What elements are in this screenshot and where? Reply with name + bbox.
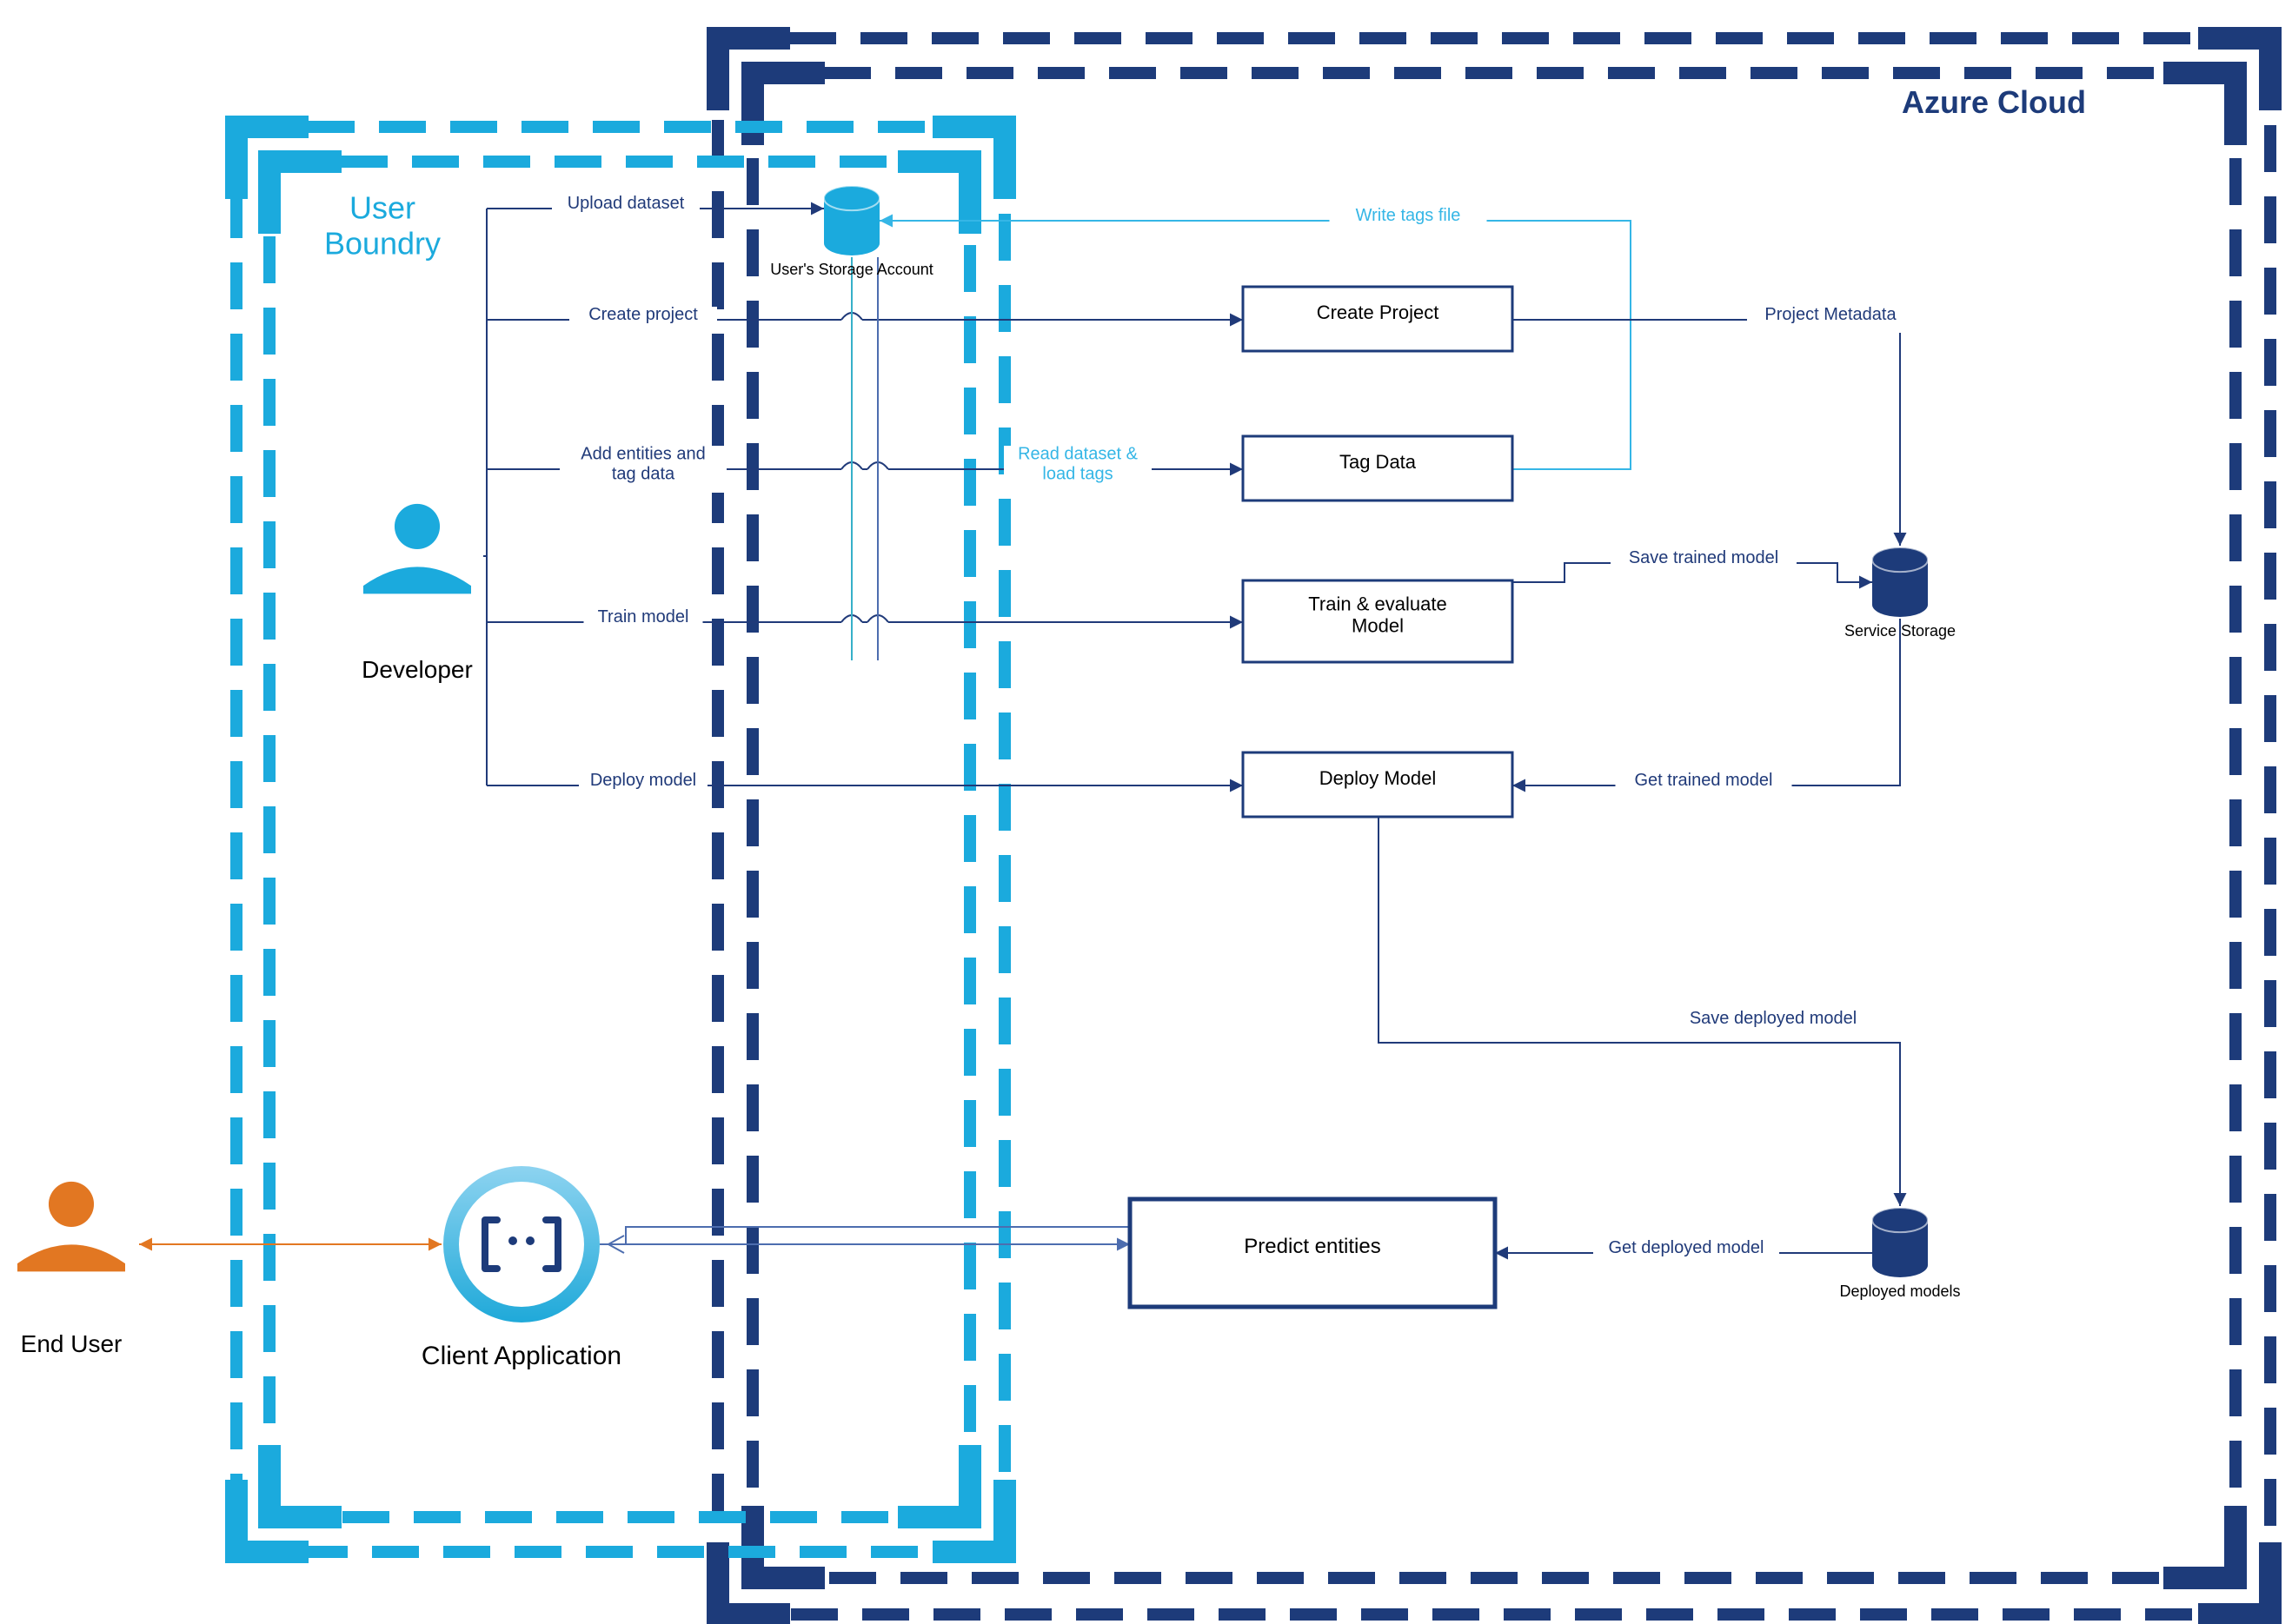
process-label-deployModel: Deploy Model — [1319, 767, 1437, 789]
edge-label-saveDeployed: Save deployed model — [1690, 1009, 1857, 1028]
azure-cloud-title: Azure Cloud — [1902, 84, 2086, 120]
edge-label-createProject: Create project — [588, 305, 698, 324]
service-storage-icon-label: Service Storage — [1844, 622, 1956, 640]
edge-getTrained: Get trained model — [1512, 619, 1900, 799]
developer-actor-icon-label: Developer — [362, 656, 473, 683]
edge-addEntities: Add entities andtag dataRead dataset &lo… — [487, 445, 1243, 494]
edge-label-getDeployed: Get deployed model — [1608, 1238, 1764, 1257]
edge-clientResp — [608, 1227, 1130, 1253]
edge-label-deployModel: Deploy model — [590, 771, 696, 790]
edge-label-saveTrained: Save trained model — [1629, 548, 1778, 567]
edge-label-projectMetadata: Project Metadata — [1764, 305, 1897, 324]
edge-saveTrained: Save trained model — [1512, 548, 1872, 582]
edge-deployModel: Deploy model — [487, 771, 1243, 799]
end-user-actor-icon: End User — [17, 1182, 125, 1357]
user-storage-icon-label: User's Storage Account — [770, 261, 933, 278]
process-predictEntities: Predict entities — [1130, 1199, 1495, 1307]
edges-layer: Upload dataset Create project Add entities… — [139, 194, 1914, 1266]
end-user-actor-icon-label: End User — [21, 1330, 123, 1357]
process-deployModel: Deploy Model — [1243, 752, 1512, 817]
user-boundary-inner — [269, 162, 970, 1517]
edge-saveDeployed: Save deployed model — [1379, 817, 1900, 1206]
service-storage-icon: Service Storage — [1844, 547, 1956, 640]
edge-label-uploadDataset: Upload dataset — [568, 194, 685, 213]
azure-cloud-boundary-outer — [718, 38, 2270, 1614]
developer-actor-icon: Developer — [362, 504, 473, 683]
edge-label-writeTags: Write tags file — [1356, 206, 1461, 225]
edge-label-trainModel: Train model — [598, 607, 689, 626]
user-boundary-title: UserBoundry — [324, 189, 441, 261]
edge-devStem — [483, 209, 487, 785]
client-application-icon: Client Application — [422, 1166, 621, 1370]
edge-uploadDataset: Upload dataset — [487, 194, 824, 222]
process-trainEval: Train & evaluateModel — [1243, 580, 1512, 662]
edge-trainModel: Train model — [487, 607, 1243, 635]
client-application-label: Client Application — [422, 1342, 621, 1370]
process-label-createProject: Create Project — [1317, 302, 1439, 323]
process-tagData: Tag Data — [1243, 436, 1512, 500]
user-storage-icon: User's Storage Account — [770, 186, 933, 278]
process-label-tagData: Tag Data — [1339, 451, 1417, 473]
process-label-predictEntities: Predict entities — [1244, 1235, 1380, 1258]
edge-createProject: Create project — [487, 305, 1243, 333]
edge-getDeployed: Get deployed model — [1495, 1238, 1872, 1266]
edge-label-getTrained: Get trained model — [1635, 771, 1773, 790]
process-createProject: Create Project — [1243, 287, 1512, 351]
deployed-models-icon-label: Deployed models — [1839, 1283, 1960, 1300]
edge-projectMetadata: Project Metadata — [1512, 305, 1914, 546]
user-boundary-outer — [236, 127, 1005, 1552]
